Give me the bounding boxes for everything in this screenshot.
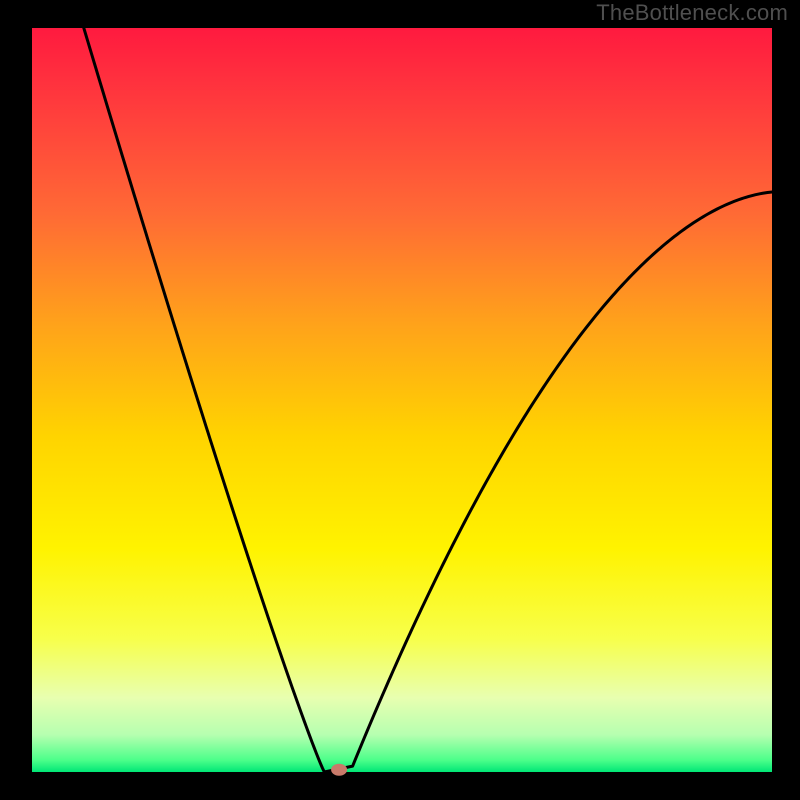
chart-frame: TheBottleneck.com bbox=[0, 0, 800, 800]
optimal-point-marker bbox=[331, 764, 347, 776]
bottleneck-chart bbox=[0, 0, 800, 800]
plot-background bbox=[32, 28, 772, 772]
